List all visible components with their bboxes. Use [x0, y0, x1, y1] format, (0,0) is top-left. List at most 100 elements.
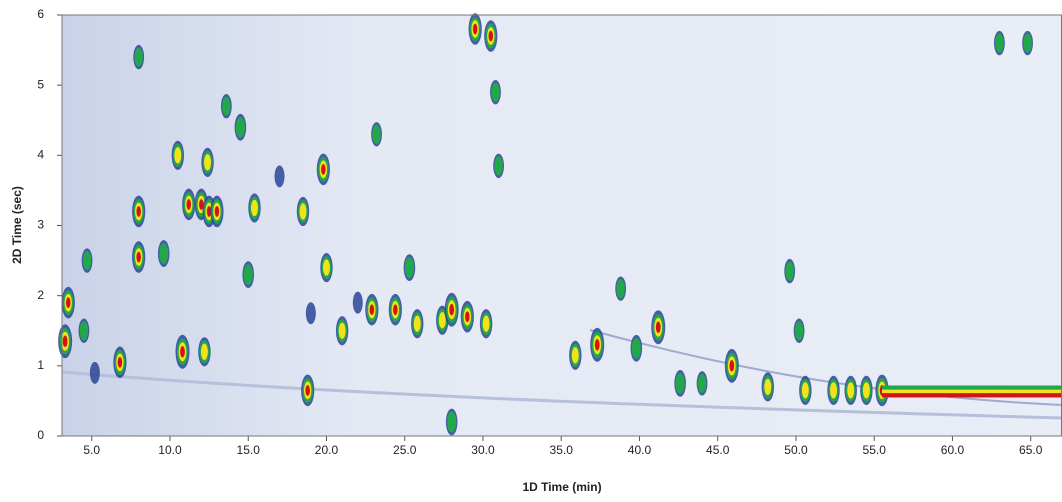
- y-tick-label: 4: [37, 148, 44, 162]
- peak: [784, 258, 796, 284]
- peak: [388, 293, 402, 326]
- peak-contour: [847, 382, 855, 399]
- peak: [320, 253, 333, 283]
- peak-contour: [186, 199, 192, 210]
- band-layer: [882, 389, 1062, 394]
- peak: [58, 324, 73, 359]
- peak: [569, 340, 582, 370]
- x-tick-label: 55.0: [863, 443, 887, 457]
- peak: [445, 408, 458, 436]
- peak-contour: [697, 373, 707, 393]
- peak-contour: [372, 124, 381, 144]
- peak: [248, 193, 261, 223]
- peak: [316, 153, 330, 186]
- y-tick-label: 1: [37, 358, 44, 372]
- x-tick-label: 40.0: [628, 443, 652, 457]
- peak-contour: [136, 251, 141, 263]
- peak: [78, 318, 90, 343]
- peak: [411, 309, 424, 339]
- peak: [157, 240, 170, 267]
- peak-contour: [764, 378, 772, 396]
- peak-contour: [571, 347, 579, 364]
- x-tick-label: 20.0: [315, 443, 339, 457]
- peak-contour: [472, 23, 478, 35]
- peak-contour: [136, 206, 141, 217]
- peak-contour: [62, 335, 68, 348]
- peak: [651, 310, 666, 345]
- x-tick-label: 10.0: [158, 443, 182, 457]
- peak-contour: [235, 116, 245, 138]
- peak: [171, 140, 185, 170]
- y-tick-label: 6: [37, 7, 44, 21]
- x-tick-label: 5.0: [83, 443, 100, 457]
- peak: [301, 374, 315, 407]
- peak-contour: [200, 343, 208, 360]
- peak-contour: [729, 360, 735, 372]
- y-tick-label: 5: [37, 77, 44, 91]
- peak-contour: [321, 163, 326, 175]
- peak: [175, 334, 190, 369]
- peak: [274, 165, 285, 188]
- peak: [674, 369, 686, 397]
- peak-contour: [404, 257, 414, 279]
- peak: [81, 248, 93, 273]
- peak-contour: [413, 315, 421, 332]
- peak: [827, 375, 840, 405]
- y-tick-label: 2: [37, 288, 44, 302]
- x-tick-label: 50.0: [784, 443, 808, 457]
- peak-contour: [299, 203, 307, 220]
- column-bleed: [61, 370, 1062, 420]
- peak: [799, 375, 812, 405]
- peak: [132, 195, 146, 228]
- peak-contour: [494, 156, 503, 176]
- peak: [493, 153, 505, 179]
- peak-contour: [785, 261, 794, 281]
- peak-contour: [801, 382, 809, 399]
- peak-contour: [323, 259, 330, 276]
- peak: [490, 79, 501, 105]
- peak-contour: [616, 279, 625, 299]
- peak-contour: [305, 385, 310, 396]
- peak-contour: [199, 199, 204, 210]
- peak-contour: [174, 147, 182, 164]
- peak: [220, 94, 232, 119]
- peak: [305, 302, 316, 325]
- peak-contour: [251, 199, 258, 217]
- peak: [371, 122, 382, 147]
- peak-contour: [117, 356, 123, 368]
- peak-contour: [214, 206, 220, 217]
- peak: [468, 13, 482, 45]
- peak-contour: [204, 154, 212, 171]
- peak-contour: [491, 82, 500, 102]
- peak-contour: [79, 321, 89, 341]
- peak: [210, 195, 224, 228]
- peak-contour: [66, 297, 71, 309]
- peak: [590, 327, 605, 362]
- peak-contour: [995, 33, 1004, 53]
- peak-contour: [465, 311, 470, 323]
- bleed-band: [882, 385, 1062, 398]
- peak: [335, 316, 349, 346]
- peak-contour: [338, 322, 346, 339]
- peak-contour: [180, 346, 185, 358]
- peak-contour: [352, 291, 363, 314]
- peak: [630, 334, 643, 362]
- peak: [994, 30, 1005, 56]
- peak-contour: [82, 251, 92, 271]
- peak-contour: [594, 339, 600, 351]
- peak: [460, 300, 474, 333]
- peak-contour: [447, 411, 457, 433]
- peak-contour: [243, 264, 253, 286]
- x-tick-label: 30.0: [471, 443, 495, 457]
- peak: [365, 293, 379, 326]
- peak-contour: [655, 321, 661, 334]
- peak: [61, 286, 75, 319]
- peak-contour: [488, 30, 494, 42]
- peak: [615, 276, 627, 301]
- x-axis-title: 1D Time (min): [522, 480, 601, 494]
- peak-contour: [89, 361, 100, 384]
- peak: [444, 292, 459, 327]
- peak-contour: [206, 206, 212, 217]
- peak-contour: [222, 96, 231, 116]
